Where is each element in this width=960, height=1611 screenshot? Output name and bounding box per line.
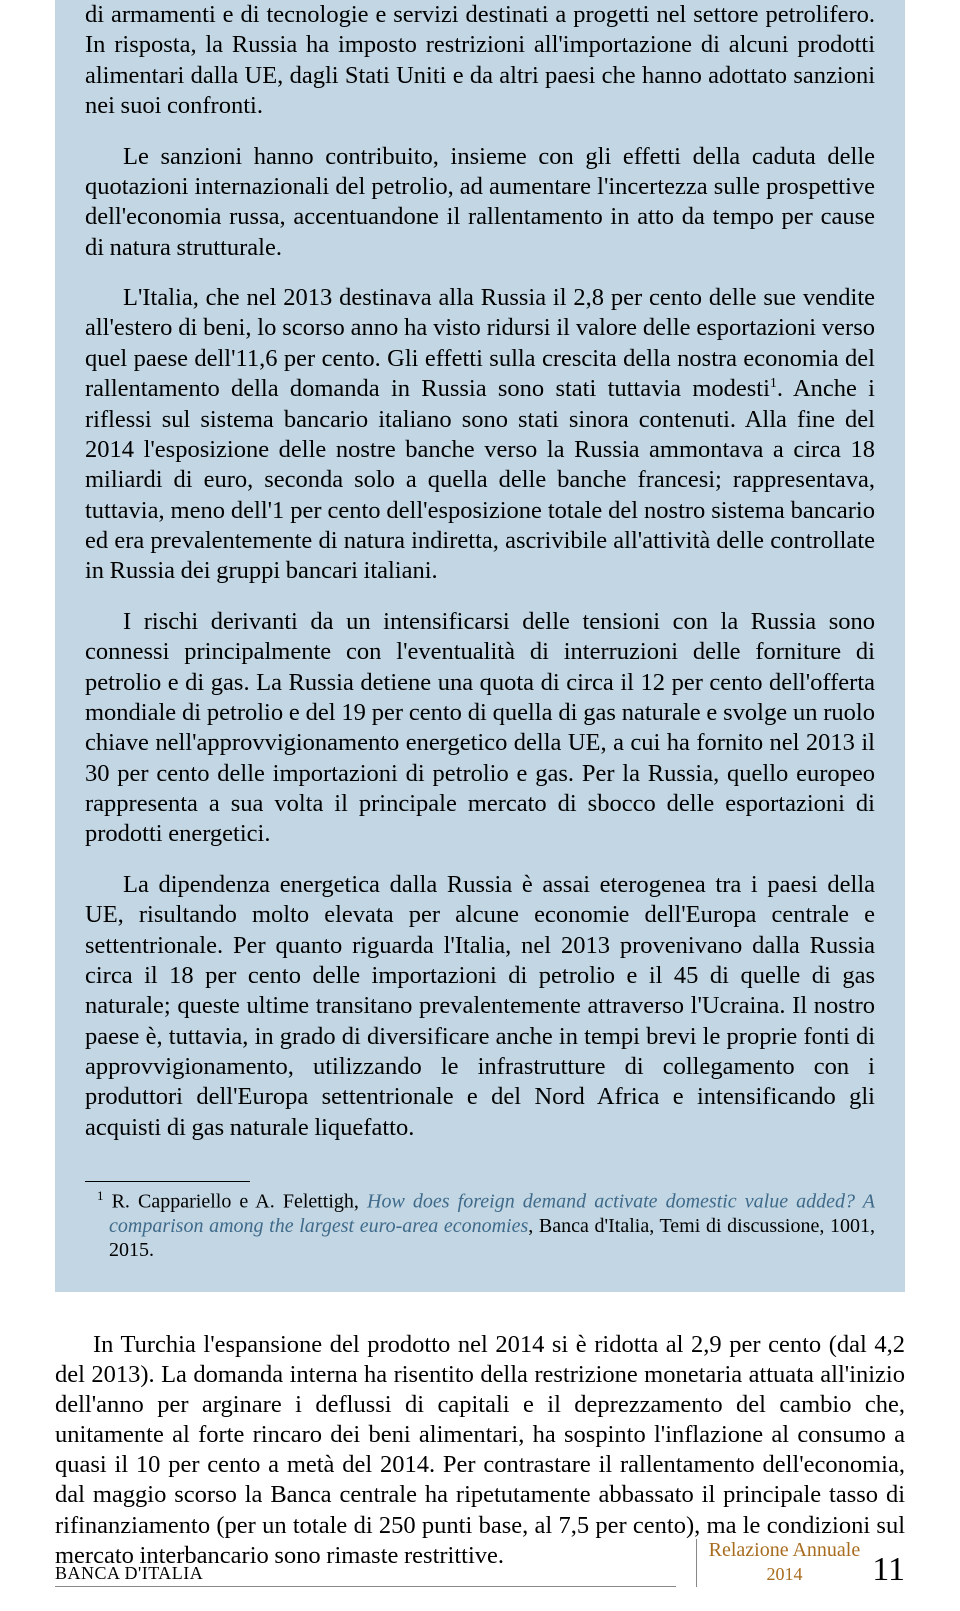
box-paragraph-1: di armamenti e di tecnologie e servizi d… [85,0,875,122]
box-paragraph-3: L'Italia, che nel 2013 destinava alla Ru… [85,283,875,587]
footer-report-year: 2014 [709,1564,861,1585]
footer-issuer: BANCA D'ITALIA [55,1563,676,1587]
box-paragraph-5: La dipendenza energetica dalla Russia è … [85,870,875,1143]
body-text: In Turchia l'espansione del prodotto nel… [55,1330,905,1571]
footer-report-block: Relazione Annuale 2014 [696,1539,861,1587]
box-paragraph-2: Le sanzioni hanno contribuito, insieme c… [85,142,875,264]
box-p3-text-a: L'Italia, che nel 2013 destinava alla Ru… [85,284,875,402]
highlighted-box: di armamenti e di tecnologie e servizi d… [55,0,905,1292]
page-footer: BANCA D'ITALIA Relazione Annuale 2014 11 [55,1539,905,1587]
page-number: 11 [872,1553,905,1587]
box-paragraph-4: I rischi derivanti da un intensificarsi … [85,607,875,850]
footnote-ref-1: 1 [770,376,777,391]
footer-right: Relazione Annuale 2014 11 [696,1539,905,1587]
footnote-1: 1 R. Cappariello e A. Felettigh, How doe… [85,1188,875,1262]
footnote-authors: R. Cappariello e A. Felettigh, [112,1191,367,1213]
body-paragraph-1: In Turchia l'espansione del prodotto nel… [55,1330,905,1571]
footer-report-title: Relazione Annuale [709,1539,861,1562]
footnote-number: 1 [97,1188,104,1203]
box-p3-text-b: . Anche i riflessi sul sistema bancario … [85,375,875,584]
footnote-separator [85,1181,250,1182]
